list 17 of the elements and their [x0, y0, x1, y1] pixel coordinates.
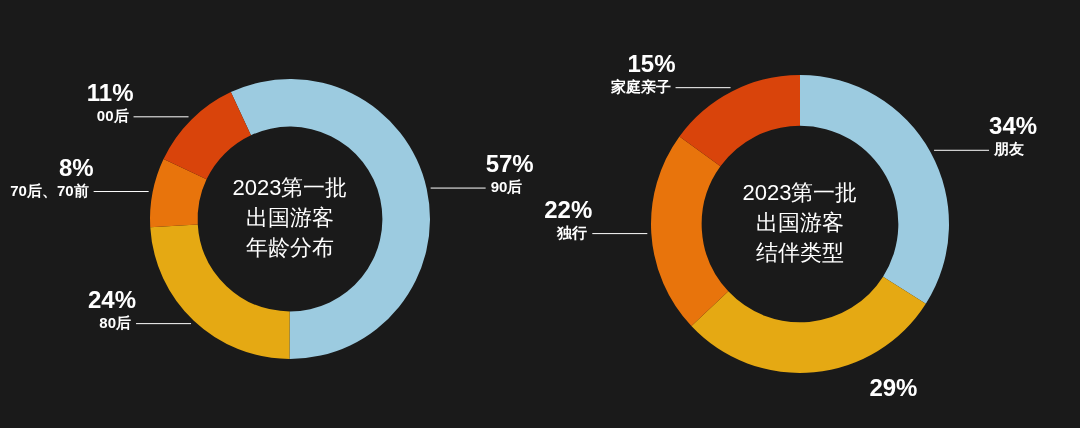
slice-label: 独行 — [556, 223, 588, 241]
data-label: 57% — [485, 150, 534, 178]
data-label: 29% — [869, 374, 918, 402]
text: 2023第一批出国游客结伴类型 — [742, 180, 858, 266]
slice-label: 90后 — [490, 178, 523, 196]
data-label: 34% — [989, 112, 1038, 140]
data-label: 15% — [627, 49, 676, 77]
text: 2023第一批出国游客年龄分布 — [232, 175, 348, 261]
data-label: 11% — [86, 78, 134, 106]
data-label: 8% — [58, 153, 94, 181]
slice-label: 80后 — [99, 313, 132, 331]
slice-label: 家庭亲子 — [609, 77, 671, 95]
slice-label: 70后、70前 — [10, 181, 89, 199]
slice-label: 00后 — [96, 106, 129, 124]
slice-label: 朋友 — [993, 140, 1025, 158]
data-label: 24% — [88, 285, 137, 313]
data-label: 22% — [544, 195, 593, 223]
